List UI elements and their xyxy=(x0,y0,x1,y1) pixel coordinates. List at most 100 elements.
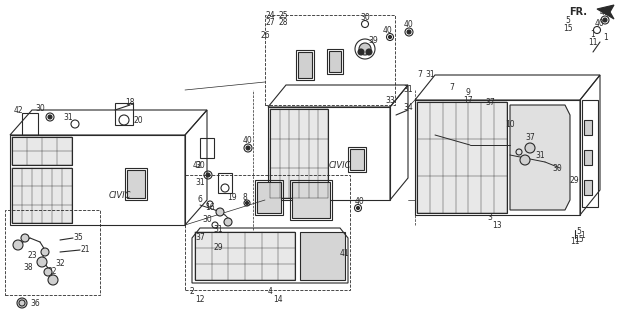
Text: 20: 20 xyxy=(133,116,143,124)
Bar xyxy=(257,182,281,213)
Bar xyxy=(22,113,38,135)
Circle shape xyxy=(359,43,371,55)
Text: 33: 33 xyxy=(385,95,395,105)
Text: 40: 40 xyxy=(243,135,253,145)
Text: 31: 31 xyxy=(213,226,223,235)
Bar xyxy=(255,180,283,215)
Text: 1: 1 xyxy=(581,230,586,239)
Text: 1: 1 xyxy=(604,33,609,42)
Text: 37: 37 xyxy=(195,234,205,243)
Bar xyxy=(582,100,598,207)
Bar xyxy=(296,50,314,80)
Text: 7: 7 xyxy=(450,83,454,92)
Text: 27: 27 xyxy=(265,18,275,27)
Text: 30: 30 xyxy=(202,215,212,225)
Text: 36: 36 xyxy=(30,299,40,308)
Text: 1: 1 xyxy=(591,29,596,38)
Text: 14: 14 xyxy=(273,295,283,305)
Circle shape xyxy=(48,275,58,285)
Text: 29: 29 xyxy=(213,244,223,252)
Bar xyxy=(298,52,312,78)
Text: 31: 31 xyxy=(425,69,435,78)
Text: 16: 16 xyxy=(205,203,215,212)
Polygon shape xyxy=(510,105,570,210)
Circle shape xyxy=(389,36,391,38)
Circle shape xyxy=(13,240,23,250)
Bar xyxy=(218,173,232,193)
Bar xyxy=(12,137,72,165)
Circle shape xyxy=(41,248,49,256)
Text: 25: 25 xyxy=(278,11,288,20)
Bar xyxy=(125,168,147,200)
Text: 40: 40 xyxy=(595,19,605,28)
Text: 24: 24 xyxy=(265,11,275,20)
Text: 31: 31 xyxy=(535,150,545,159)
Text: CIVIC: CIVIC xyxy=(329,161,351,170)
Text: 9: 9 xyxy=(465,87,470,97)
Bar xyxy=(268,107,390,200)
Circle shape xyxy=(356,206,359,210)
Circle shape xyxy=(246,146,250,150)
Bar xyxy=(292,182,330,218)
Bar xyxy=(329,51,341,72)
Text: 8: 8 xyxy=(242,194,247,203)
Bar xyxy=(10,135,185,225)
Text: 39: 39 xyxy=(368,36,378,44)
Text: 35: 35 xyxy=(73,234,83,243)
Text: 17: 17 xyxy=(463,95,473,105)
Bar xyxy=(584,150,592,165)
Text: 7: 7 xyxy=(417,69,422,78)
Text: 42: 42 xyxy=(192,161,202,170)
Bar xyxy=(200,138,214,158)
Text: 37: 37 xyxy=(485,98,495,107)
Bar xyxy=(12,168,72,223)
Bar xyxy=(584,180,592,195)
Circle shape xyxy=(520,155,530,165)
Text: 13: 13 xyxy=(492,220,502,229)
Circle shape xyxy=(206,173,210,177)
Text: 26: 26 xyxy=(260,30,270,39)
Bar xyxy=(415,100,580,215)
Text: CIVIC: CIVIC xyxy=(109,190,131,199)
Text: 32: 32 xyxy=(55,259,65,268)
Text: 12: 12 xyxy=(195,295,205,305)
Bar xyxy=(115,103,133,125)
Text: 5: 5 xyxy=(566,15,571,25)
Text: 15: 15 xyxy=(574,236,584,244)
Text: 6: 6 xyxy=(197,196,202,204)
Text: 40: 40 xyxy=(355,197,365,206)
Circle shape xyxy=(44,268,52,276)
Text: 18: 18 xyxy=(125,98,135,107)
Text: 23: 23 xyxy=(27,251,37,260)
Bar xyxy=(300,232,345,280)
Circle shape xyxy=(224,218,232,226)
Text: 40: 40 xyxy=(600,7,610,17)
Text: 40: 40 xyxy=(404,20,414,28)
Circle shape xyxy=(245,202,249,204)
Circle shape xyxy=(216,208,224,216)
Text: 30: 30 xyxy=(35,103,45,113)
Text: 31: 31 xyxy=(63,113,73,122)
Bar xyxy=(5,210,100,295)
Circle shape xyxy=(525,143,535,153)
Bar xyxy=(327,49,343,74)
Bar xyxy=(290,180,332,220)
Text: 31: 31 xyxy=(195,178,205,187)
Text: 11: 11 xyxy=(570,237,580,246)
Circle shape xyxy=(603,18,607,22)
Bar xyxy=(417,102,507,213)
Bar xyxy=(195,232,295,280)
Text: FR.: FR. xyxy=(569,7,587,17)
Polygon shape xyxy=(597,5,614,19)
Circle shape xyxy=(48,115,52,119)
Text: 28: 28 xyxy=(278,18,288,27)
Text: 11: 11 xyxy=(588,37,597,46)
Text: 34: 34 xyxy=(403,102,413,111)
Text: 30: 30 xyxy=(360,12,370,21)
Circle shape xyxy=(407,30,411,34)
Text: 37: 37 xyxy=(525,132,535,141)
Text: 3: 3 xyxy=(488,212,492,221)
Bar xyxy=(350,149,364,170)
Bar xyxy=(265,15,395,105)
Text: 29: 29 xyxy=(569,175,579,185)
